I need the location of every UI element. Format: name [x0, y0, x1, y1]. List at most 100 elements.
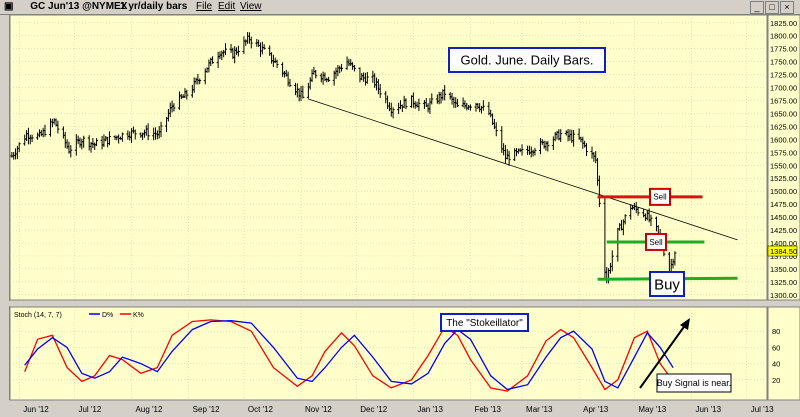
time-tick-label: Jun '12 — [23, 405, 49, 414]
price-bar — [430, 93, 434, 105]
price-bar — [584, 143, 588, 156]
price-bar — [391, 107, 395, 119]
price-tick-label: 1400.00 — [770, 239, 797, 248]
price-bar — [533, 147, 537, 156]
price-bar — [378, 83, 382, 98]
title-bar: ▣ GC Jun'13 @NYMEX 1 yr/daily bars File … — [0, 0, 800, 15]
price-bar — [559, 129, 563, 143]
price-bar — [43, 124, 47, 137]
price-bar — [340, 63, 344, 72]
price-bar — [610, 250, 614, 272]
price-bar — [211, 56, 215, 64]
price-bar — [69, 145, 73, 158]
arrow-head — [680, 318, 690, 330]
stoch-series-k — [24, 319, 674, 392]
buy-signal-note-box — [656, 373, 732, 393]
price-bar — [327, 76, 331, 82]
price-bar — [301, 85, 305, 99]
time-tick-label: Nov '12 — [305, 405, 332, 414]
price-tick-label: 1300.00 — [770, 291, 797, 300]
legend-k-label: K% — [133, 312, 144, 319]
time-tick-label: May '13 — [638, 405, 666, 414]
price-bar — [636, 206, 640, 216]
price-bar — [262, 44, 266, 50]
sell-label-upper-text: Sell — [653, 193, 667, 202]
price-tick-label: 1650.00 — [770, 109, 797, 118]
symbol-title[interactable]: ▣ GC Jun'13 @NYMEX — [4, 1, 127, 12]
price-bar — [443, 85, 447, 101]
menu-view[interactable]: View — [240, 1, 262, 12]
sell-label-lower: Sell — [645, 232, 667, 251]
buy-label: Buy — [649, 271, 685, 297]
price-tick-label: 1350.00 — [770, 265, 797, 274]
stoch-title: Stoch (14, 7, 7) — [14, 312, 62, 319]
arrow-shaft — [639, 323, 687, 389]
timeframe-label[interactable]: 1 yr/daily bars — [120, 1, 188, 12]
time-tick-label: Mar '13 — [526, 405, 553, 414]
price-tick-label: 1375.00 — [770, 252, 797, 261]
price-bar — [120, 132, 124, 142]
stoch-panel — [9, 306, 768, 401]
price-bar — [56, 120, 60, 134]
stoch-tick-label: 60 — [772, 343, 780, 352]
price-bar — [159, 121, 163, 138]
sell-label-upper: Sell — [649, 187, 671, 206]
stoch-tick-label: 20 — [772, 376, 780, 385]
price-bar — [82, 135, 86, 148]
price-bar — [107, 131, 111, 146]
price-bar — [95, 138, 99, 146]
price-tick-label: 1550.00 — [770, 161, 797, 170]
price-bar — [507, 150, 511, 166]
sell-label-lower-box — [645, 232, 667, 251]
time-tick-label: Sep '12 — [193, 405, 220, 414]
price-tick-label: 1475.00 — [770, 200, 797, 209]
price-tick-label: 1425.00 — [770, 226, 797, 235]
chart-title-text: Gold. June. Daily Bars. — [461, 53, 594, 68]
chart-icon: ▣ — [4, 1, 14, 12]
stoch-tick-label: 40 — [772, 360, 780, 369]
price-bar — [546, 141, 550, 152]
buy-label-box — [649, 271, 685, 297]
price-bar — [133, 129, 137, 140]
price-tick-label: 1700.00 — [770, 84, 797, 93]
price-bar — [185, 89, 189, 100]
price-panel — [9, 14, 768, 301]
minimize-button[interactable]: _ — [750, 1, 764, 14]
downtrend-line — [308, 98, 738, 241]
price-bar — [146, 123, 150, 141]
price-tick-label: 1450.00 — [770, 213, 797, 222]
time-tick-label: Jun '13 — [695, 405, 721, 414]
close-button[interactable]: × — [780, 1, 794, 14]
price-bar — [365, 71, 369, 84]
time-tick-label: Dec '12 — [360, 405, 387, 414]
price-bar — [520, 144, 524, 156]
last-price-badge — [767, 245, 798, 257]
price-bar — [17, 142, 21, 153]
buy-label-text: Buy — [654, 276, 680, 293]
time-tick-label: Jul '12 — [78, 405, 101, 414]
time-tick-label: Oct '12 — [248, 405, 274, 414]
price-bar — [673, 251, 677, 266]
price-tick-label: 1775.00 — [770, 45, 797, 54]
price-tick-label: 1725.00 — [770, 71, 797, 80]
sell-label-lower-text: Sell — [649, 238, 663, 247]
price-bar — [494, 122, 498, 137]
price-bar — [236, 45, 240, 57]
maximize-button[interactable]: □ — [765, 1, 779, 14]
symbol-label: GC Jun'13 @NYMEX — [30, 1, 128, 12]
buy-signal-note: Buy Signal is near. — [656, 373, 732, 393]
price-bar — [649, 214, 653, 226]
price-tick-label: 1625.00 — [770, 122, 797, 131]
price-bar — [623, 214, 627, 225]
price-bar — [314, 69, 318, 79]
price-bar — [249, 36, 253, 49]
time-tick-label: Aug '12 — [136, 405, 163, 414]
menu-edit[interactable]: Edit — [218, 1, 236, 12]
price-bar — [417, 98, 421, 112]
menu-file[interactable]: File — [196, 1, 213, 12]
price-bar — [288, 78, 292, 87]
price-bar — [597, 175, 601, 208]
sell-label-upper-box — [649, 187, 671, 206]
